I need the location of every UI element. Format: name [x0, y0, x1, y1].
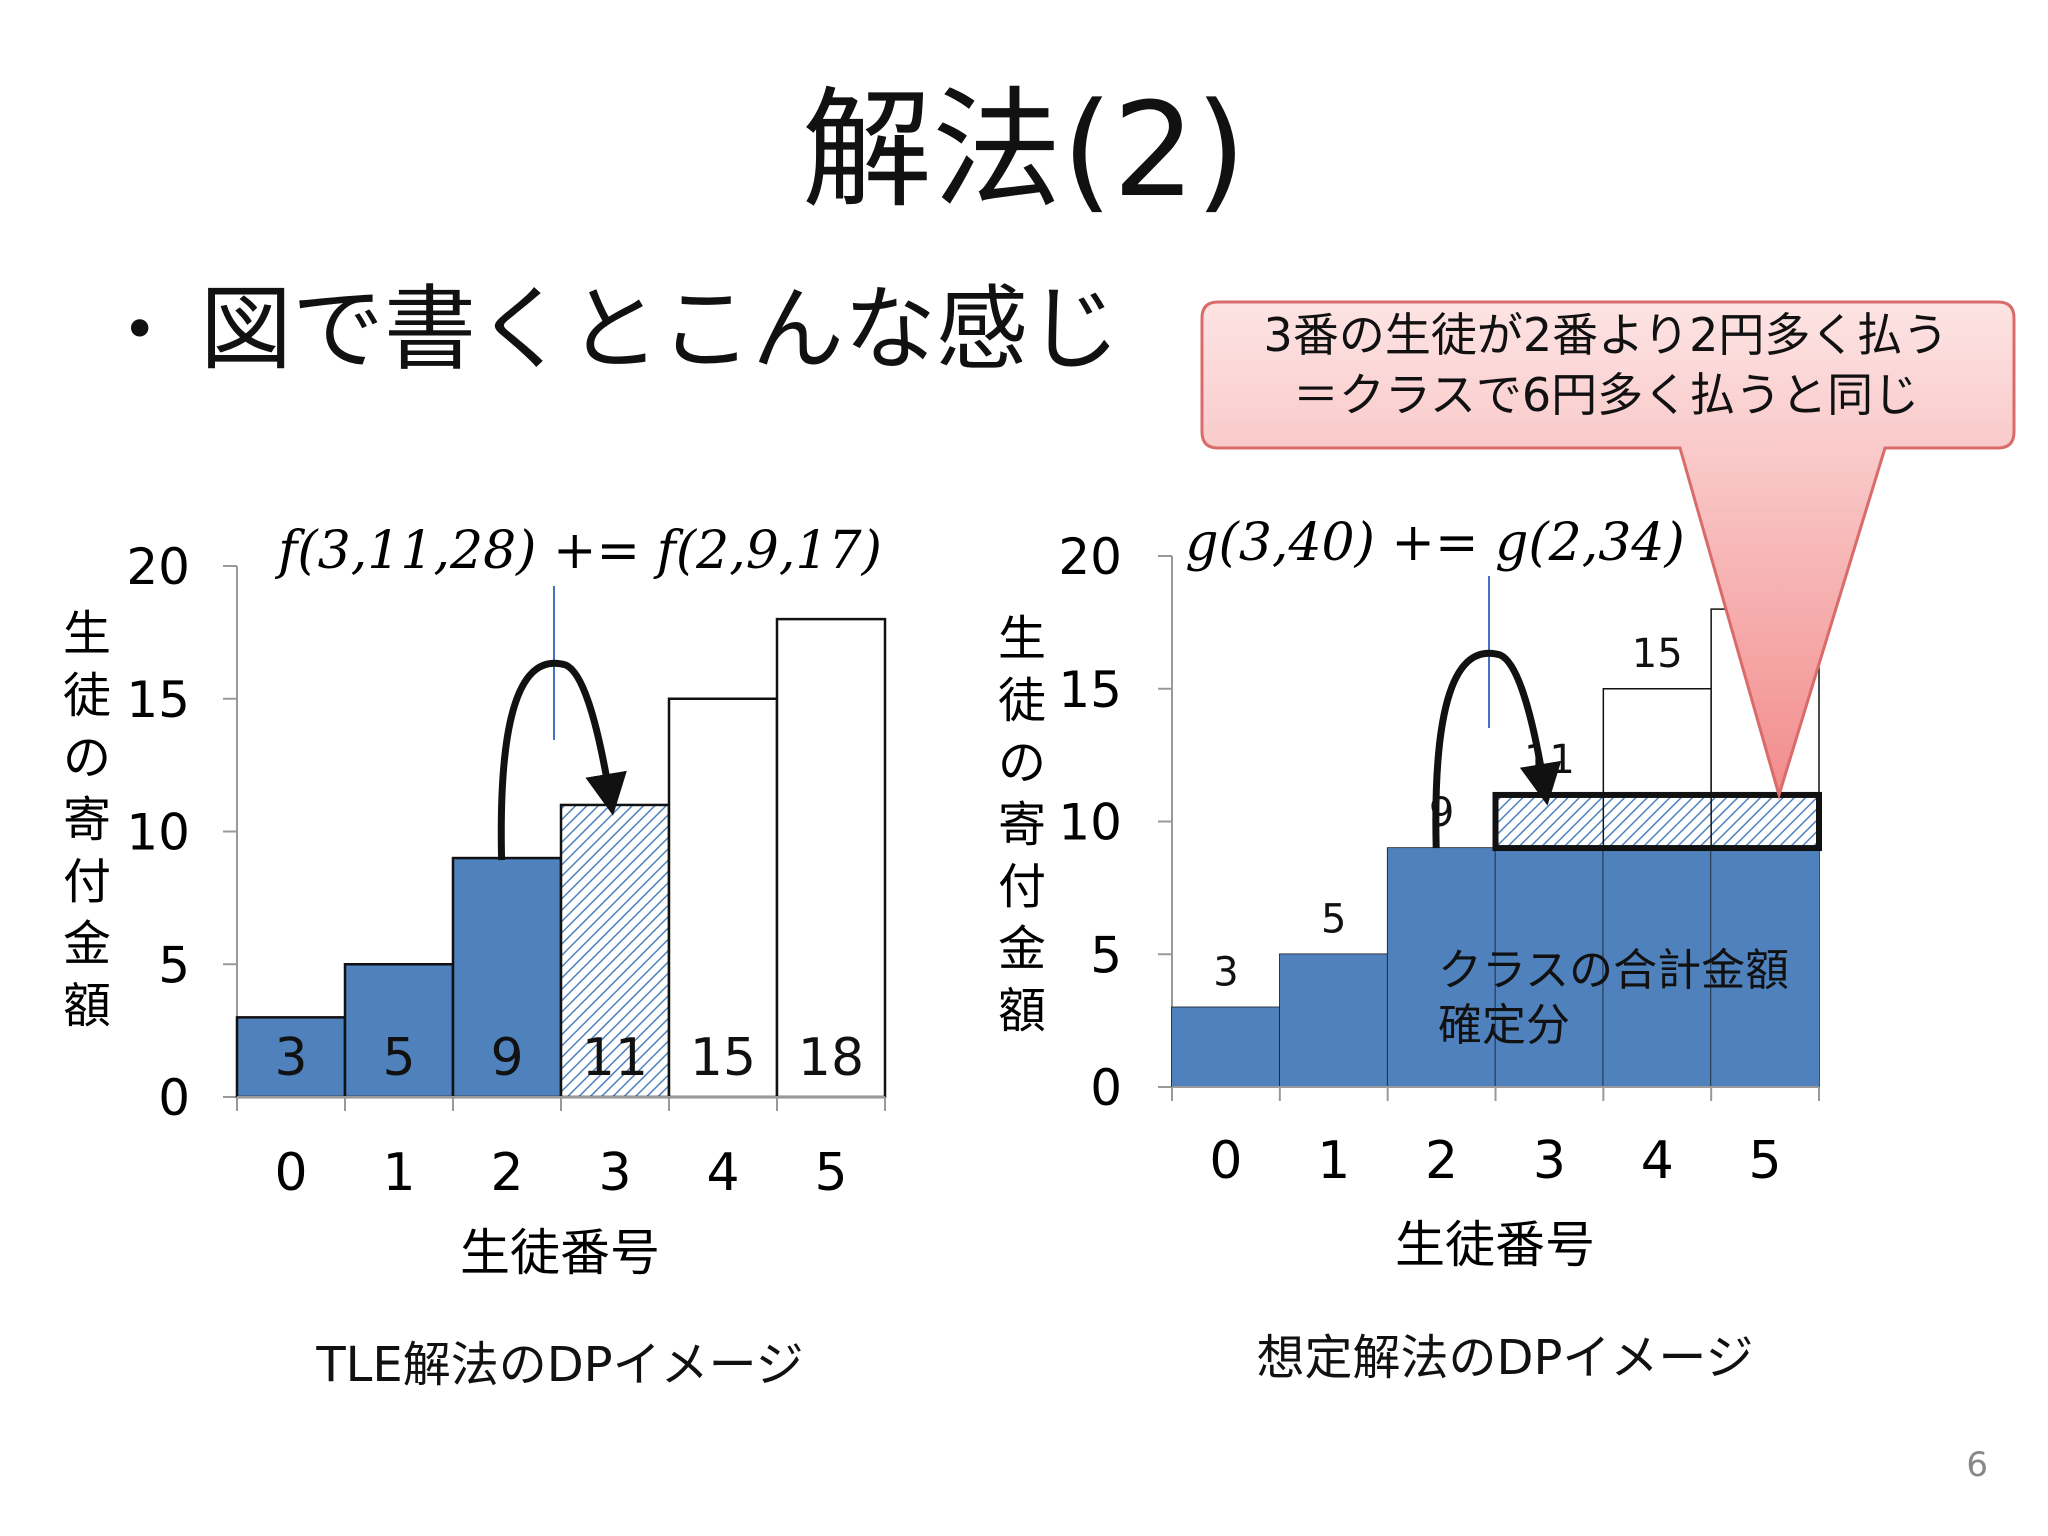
slide-title: 解法(2)	[801, 74, 1247, 226]
x-tick-label: 3	[598, 1143, 631, 1203]
callout-shape	[1200, 300, 2016, 801]
bar-value-label: 5	[382, 1028, 415, 1088]
y-tick-label: 10	[1058, 794, 1122, 852]
chart-right-caption: 想定解法のDPイメージ	[1256, 1330, 1754, 1386]
x-tick-label: 3	[1533, 1131, 1566, 1191]
x-tick-label: 2	[1425, 1131, 1458, 1191]
bar	[1495, 848, 1604, 1087]
bar	[1172, 1007, 1280, 1087]
hatched-band	[1492, 791, 1822, 852]
ylabel-char: 付	[998, 859, 1046, 915]
chart-right-arrow	[1432, 576, 1562, 849]
x-tick-label: 0	[1209, 1131, 1242, 1191]
x-tick-label: 5	[814, 1143, 847, 1203]
ylabel-char: 額	[63, 978, 111, 1034]
ylabel-char: 生	[63, 606, 111, 662]
bar	[1603, 848, 1712, 1087]
bar	[235, 1016, 347, 1099]
ylabel-char: 金	[63, 916, 111, 972]
x-tick-label: 5	[1749, 1131, 1782, 1191]
callout-text: 3番の生徒が2番より2円多く払う ＝クラスで6円多く払うと同じ	[1206, 305, 2006, 425]
chart-right-area-label-1: クラスの合計金額	[1438, 945, 1789, 996]
chart-right-area-label-2: 確定分	[1438, 1000, 1570, 1051]
curved-arrow	[1432, 649, 1562, 849]
chart-right-band	[1492, 791, 1822, 852]
y-tick-label: 15	[1058, 661, 1122, 719]
x-tick-label: 0	[274, 1143, 307, 1203]
bar	[559, 803, 671, 1099]
x-tick-label: 2	[490, 1143, 523, 1203]
chart-left-xticks: 0 1 2 3 4 5	[236, 1096, 886, 1203]
y-tick-label: 20	[126, 538, 190, 596]
bar-value-label: 9	[490, 1028, 523, 1088]
ylabel-char: 寄	[63, 792, 111, 848]
bar-value-label: 3	[274, 1028, 307, 1088]
ylabel-char: 付	[63, 854, 111, 910]
ylabel-char: 徒	[998, 673, 1046, 729]
chart-left-formula: f(3,11,28) += f(2,9,17)	[274, 521, 882, 581]
bar-value-label: 11	[582, 1028, 648, 1088]
bar	[451, 856, 563, 1099]
y-tick-label: 10	[126, 804, 190, 862]
chart-left-yticks: 0 5 10 15 20	[126, 538, 238, 1127]
x-tick-label: 4	[1641, 1131, 1674, 1191]
y-tick-label: 0	[158, 1069, 190, 1127]
page-number: 6	[1966, 1445, 1988, 1485]
x-tick-label: 4	[706, 1143, 739, 1203]
ylabel-char: 寄	[998, 797, 1046, 853]
ylabel-char: の	[63, 730, 111, 786]
y-tick-label: 0	[1090, 1059, 1122, 1117]
bar-value-label: 5	[1321, 896, 1346, 942]
chart-right-xticks: 0 1 2 3 4 5	[1171, 1086, 1820, 1191]
callout-line-1: 3番の生徒が2番より2円多く払う	[1263, 308, 1949, 362]
bar-value-label: 11	[1524, 737, 1575, 783]
bar-value-label: 15	[690, 1028, 756, 1088]
bar-value-label: 15	[1632, 631, 1683, 677]
curved-arrow	[497, 659, 627, 861]
bullet-marker: •	[122, 295, 158, 365]
ylabel-char: 徒	[63, 668, 111, 724]
chart-left-xlabel: 生徒番号	[460, 1224, 660, 1282]
callout-line-2: ＝クラスで6円多く払うと同じ	[1292, 368, 1920, 422]
bullet-text: 図で書くとこんな感じ	[200, 276, 1121, 383]
bar-value-label: 18	[798, 1028, 864, 1088]
chart-right-formula: g(3,40) += g(2,34)	[1185, 513, 1684, 573]
bar-value-label: 3	[1213, 949, 1238, 995]
bar	[1279, 954, 1388, 1087]
bar	[775, 617, 887, 1099]
bar	[1387, 848, 1496, 1087]
chart-right-xlabel: 生徒番号	[1395, 1216, 1595, 1274]
callout	[1200, 300, 2016, 801]
ylabel-char: 生	[998, 611, 1046, 667]
bar	[1711, 848, 1819, 1087]
y-tick-label: 20	[1058, 528, 1122, 586]
y-tick-label: 15	[126, 671, 190, 729]
chart-right-yticks: 0 5 10 15 20	[1058, 528, 1173, 1117]
chart-left-caption: TLE解法のDPイメージ	[316, 1337, 804, 1393]
ylabel-char: の	[998, 735, 1046, 791]
chart-left-bars: 3 5 9 11 15 18	[235, 617, 887, 1099]
chart-left-arrow	[497, 586, 627, 861]
y-tick-label: 5	[158, 936, 190, 994]
x-tick-label: 1	[382, 1143, 415, 1203]
x-tick-label: 1	[1317, 1131, 1350, 1191]
ylabel-char: 額	[998, 983, 1046, 1039]
y-tick-label: 5	[1090, 926, 1122, 984]
ylabel-char: 金	[998, 921, 1046, 977]
